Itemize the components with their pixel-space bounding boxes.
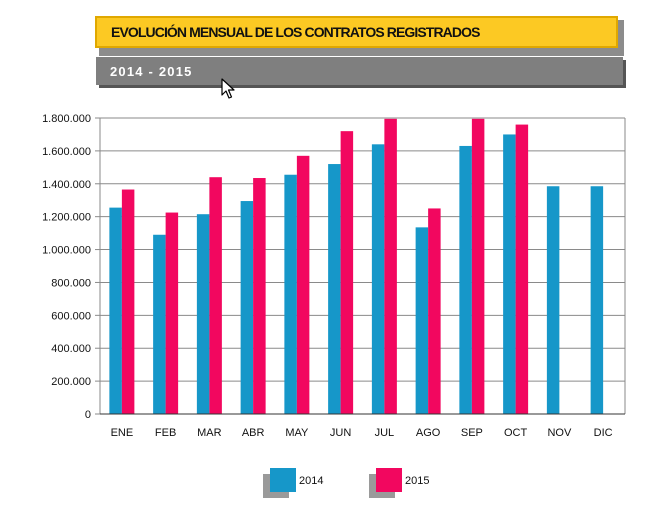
x-tick-label: ENE [111,427,134,439]
legend-swatch-2014 [270,468,296,492]
bar-2015-ago [428,208,441,414]
y-tick-label: 1.800.000 [42,113,91,125]
bar-2014-feb [153,234,166,414]
bar-2014-abr [240,201,254,414]
x-tick-label: JUN [330,427,351,439]
bar-2015-ene [121,189,135,414]
x-tick-label: MAY [285,427,309,439]
y-tick-label: 600.000 [51,310,91,322]
y-tick-label: 200.000 [51,376,91,388]
x-tick-label: NOV [547,427,572,439]
mouse-pointer-icon [221,78,235,99]
x-tick-label: JUL [375,427,395,439]
bar-2015-oct [515,124,529,415]
legend: 2014 2015 [263,468,429,498]
bar-2014-jun [328,164,341,414]
bar-2015-jul [384,118,397,415]
title-bar: EVOLUCIÓN MENSUAL DE LOS CONTRATOS REGIS… [95,16,618,48]
x-tick-label: MAR [197,427,222,439]
chart-title: EVOLUCIÓN MENSUAL DE LOS CONTRATOS REGIS… [111,24,480,40]
legend-label-2014: 2014 [299,475,323,487]
bar-2014-sep [459,145,472,414]
bar-2014-nov [546,186,560,414]
chart-subtitle: 2014 - 2015 [110,63,193,79]
bar-2014-ago [415,227,429,414]
y-tick-label: 1.600.000 [42,146,91,158]
bar-2015-jun [340,131,354,414]
y-tick-label: 1.400.000 [42,179,91,191]
plot-frame [99,118,626,415]
bar-2014-jul [371,144,385,415]
bars [109,118,604,415]
gridlines [100,117,625,415]
bar-2014-ene [109,207,122,414]
bar-2015-feb [165,212,179,414]
y-axis-ticks: 0 200.000 400.000 600.000 800.000 1.000.000 1.… [42,113,100,421]
x-axis-ticks: ENE FEB MAR ABR MAY JUN JUL AGO SEP OCT NOV DIC [111,427,613,439]
x-tick-label: DIC [594,427,613,439]
bar-2014-dic [590,186,604,414]
x-tick-label: AGO [416,427,441,439]
x-tick-label: FEB [155,427,176,439]
bar-2015-may [296,155,310,415]
y-tick-label: 0 [85,409,91,421]
bar-2014-may [284,174,297,414]
subtitle-bar: 2014 - 2015 [96,57,623,85]
x-tick-label: SEP [461,427,483,439]
y-tick-label: 800.000 [51,277,91,289]
legend-swatch-2015 [376,468,402,492]
legend-label-2015: 2015 [405,475,429,487]
y-tick-label: 1.000.000 [42,245,91,257]
bar-2015-mar [209,177,222,414]
y-tick-label: 1.200.000 [42,212,91,224]
bar-2014-oct [503,134,516,414]
x-tick-label: OCT [504,427,528,439]
x-tick-label: ABR [242,427,265,439]
bar-2015-sep [471,118,485,415]
bar-2015-abr [253,178,266,414]
y-tick-label: 400.000 [51,343,91,355]
bar-2014-mar [196,214,210,414]
